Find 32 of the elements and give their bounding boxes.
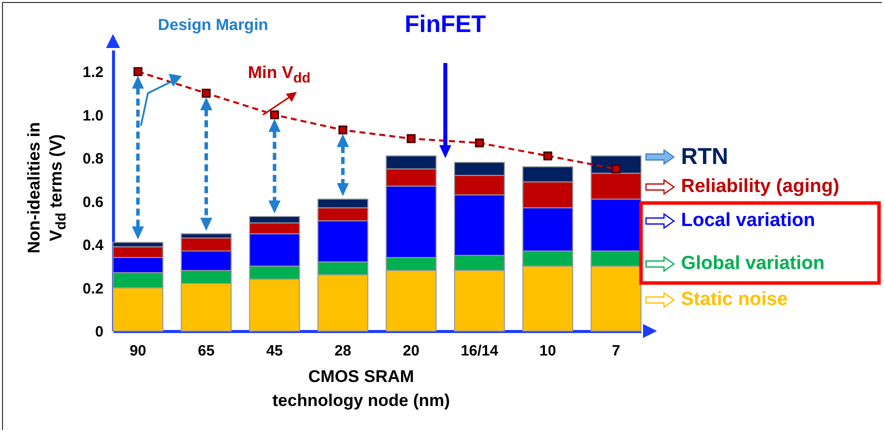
y-tick-label: 0.6	[82, 194, 104, 211]
y-tick-label: 1.2	[82, 64, 104, 82]
point	[270, 110, 279, 120]
x-tick-label: 20	[402, 342, 420, 360]
x-tick-label: 65	[198, 342, 215, 360]
x-tick-label: 28	[334, 342, 352, 360]
x-tick-label: 10	[539, 342, 556, 360]
legend-label: Local variation	[681, 210, 816, 232]
series-label: Min V$_{dd}$	[248, 62, 310, 86]
series-label: RTN	[681, 143, 728, 170]
y-tick-label: 0.2	[82, 280, 104, 298]
point	[202, 88, 211, 98]
x-axis-title: CMOS SRAM technology node (nm)	[271, 366, 451, 412]
legend-label: Reliability (aging)	[681, 176, 840, 198]
y-tick-label: 0	[95, 324, 104, 340]
point	[543, 151, 552, 160]
x-tick-label: 7	[612, 342, 620, 360]
point	[475, 138, 484, 148]
x-tick-label: 16/14	[460, 342, 499, 360]
x-tick-label: 90	[130, 342, 146, 360]
point	[338, 126, 348, 134]
y-tick-label: 0.4	[82, 237, 104, 254]
y-tick-label: 0.8	[82, 150, 104, 168]
point	[406, 134, 416, 144]
text: Design Margin	[158, 17, 268, 35]
y-tick-label: 1.0	[82, 107, 104, 124]
point	[612, 164, 621, 174]
text: FinFET	[404, 11, 487, 39]
x-tick-label: 45	[266, 342, 283, 360]
point	[133, 67, 142, 76]
legend-label: Static noise	[681, 289, 788, 311]
legend-label: Global variation	[681, 253, 825, 275]
